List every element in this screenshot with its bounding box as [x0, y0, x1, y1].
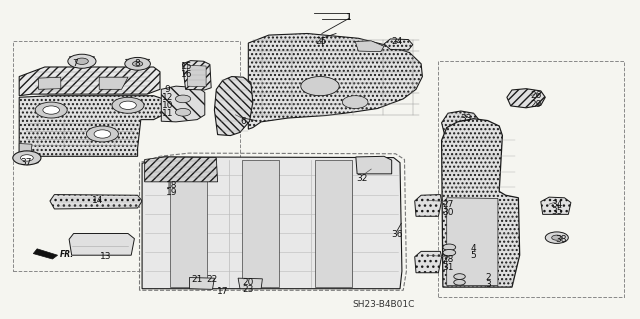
Text: 12: 12 — [162, 93, 173, 102]
Text: 8: 8 — [135, 59, 140, 68]
Text: 25: 25 — [316, 37, 327, 46]
Polygon shape — [442, 111, 479, 136]
Text: 14: 14 — [92, 197, 103, 205]
Polygon shape — [38, 77, 61, 89]
Polygon shape — [189, 278, 214, 289]
Bar — [438, 61, 624, 297]
Polygon shape — [145, 157, 218, 182]
Polygon shape — [214, 77, 253, 136]
Polygon shape — [170, 160, 207, 287]
Circle shape — [86, 126, 118, 142]
Circle shape — [35, 102, 67, 118]
Polygon shape — [442, 119, 520, 287]
Polygon shape — [315, 160, 352, 287]
Polygon shape — [99, 77, 128, 89]
Text: 13: 13 — [100, 252, 111, 261]
Text: 3: 3 — [486, 280, 491, 289]
Circle shape — [20, 155, 33, 161]
Polygon shape — [19, 67, 160, 96]
Circle shape — [301, 77, 339, 96]
Polygon shape — [182, 61, 211, 90]
Circle shape — [76, 58, 88, 64]
Circle shape — [68, 54, 96, 68]
Text: 30: 30 — [442, 208, 454, 217]
Polygon shape — [415, 195, 442, 216]
Text: 28: 28 — [442, 256, 454, 264]
Text: 16: 16 — [181, 70, 193, 79]
Text: 17: 17 — [217, 287, 228, 296]
Text: 10: 10 — [162, 101, 173, 110]
Text: 27: 27 — [442, 200, 454, 209]
Circle shape — [443, 249, 456, 256]
Polygon shape — [19, 144, 32, 156]
Text: 1: 1 — [346, 13, 351, 22]
Text: 5: 5 — [471, 251, 476, 260]
Text: 24: 24 — [391, 37, 403, 46]
Polygon shape — [161, 86, 205, 122]
Polygon shape — [355, 41, 384, 52]
Polygon shape — [125, 59, 150, 61]
Circle shape — [545, 232, 568, 243]
Circle shape — [342, 96, 368, 108]
Text: 32: 32 — [356, 174, 367, 183]
Polygon shape — [69, 56, 95, 59]
Circle shape — [175, 108, 191, 116]
Text: 9: 9 — [165, 85, 170, 94]
Text: 22: 22 — [207, 275, 218, 284]
Circle shape — [94, 130, 111, 138]
Text: FR.: FR. — [60, 250, 74, 259]
Text: 19: 19 — [166, 188, 177, 197]
Text: 15: 15 — [181, 63, 193, 71]
Polygon shape — [33, 249, 58, 259]
Polygon shape — [356, 156, 392, 174]
Text: 37: 37 — [20, 158, 31, 167]
Text: 35: 35 — [551, 207, 563, 216]
Polygon shape — [507, 89, 545, 108]
Circle shape — [175, 95, 191, 103]
Polygon shape — [19, 96, 163, 156]
Polygon shape — [242, 160, 279, 287]
Polygon shape — [415, 251, 442, 273]
Text: 29: 29 — [531, 100, 542, 109]
Text: 34: 34 — [551, 200, 563, 209]
Circle shape — [552, 235, 562, 240]
Circle shape — [120, 101, 136, 109]
Polygon shape — [248, 33, 422, 129]
Polygon shape — [238, 278, 262, 289]
Text: 31: 31 — [442, 263, 454, 272]
Text: 6: 6 — [241, 117, 246, 126]
Circle shape — [443, 244, 456, 250]
Text: 4: 4 — [471, 244, 476, 253]
Polygon shape — [541, 197, 571, 214]
Text: 18: 18 — [166, 181, 177, 189]
Text: 21: 21 — [191, 275, 203, 284]
Polygon shape — [50, 195, 142, 209]
Polygon shape — [188, 65, 206, 87]
Circle shape — [132, 61, 143, 66]
Polygon shape — [384, 39, 413, 50]
Text: 36: 36 — [391, 230, 403, 239]
Circle shape — [43, 106, 60, 114]
Text: 20: 20 — [243, 278, 254, 287]
Circle shape — [454, 274, 465, 279]
Text: 11: 11 — [162, 109, 173, 118]
Circle shape — [454, 279, 465, 285]
Polygon shape — [69, 234, 134, 255]
Text: 23: 23 — [243, 285, 254, 294]
Text: 26: 26 — [531, 91, 542, 100]
Text: SH23-B4B01C: SH23-B4B01C — [353, 300, 415, 309]
Polygon shape — [447, 198, 498, 286]
Polygon shape — [142, 157, 402, 289]
Text: 7: 7 — [73, 59, 78, 68]
Circle shape — [112, 97, 144, 113]
Text: 38: 38 — [555, 235, 566, 244]
Circle shape — [13, 151, 41, 165]
Text: 2: 2 — [486, 273, 491, 282]
Bar — [13, 41, 240, 271]
Text: 33: 33 — [460, 114, 472, 123]
Circle shape — [125, 57, 150, 70]
